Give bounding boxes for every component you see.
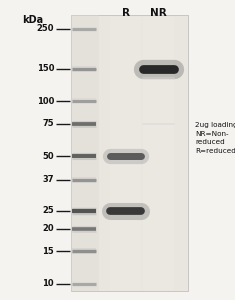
Text: 20: 20: [43, 224, 54, 233]
Text: 250: 250: [37, 24, 54, 33]
Text: 150: 150: [37, 64, 54, 74]
Text: 25: 25: [42, 206, 54, 215]
Text: 2ug loading
NR=Non-
reduced
R=reduced: 2ug loading NR=Non- reduced R=reduced: [195, 122, 235, 154]
Text: 37: 37: [43, 176, 54, 184]
FancyBboxPatch shape: [110, 16, 141, 290]
FancyBboxPatch shape: [70, 15, 188, 291]
Text: R: R: [122, 8, 130, 17]
Text: 10: 10: [43, 279, 54, 288]
FancyBboxPatch shape: [143, 16, 174, 290]
Text: 50: 50: [43, 152, 54, 160]
Text: kDa: kDa: [22, 15, 43, 25]
Text: 75: 75: [43, 119, 54, 128]
FancyBboxPatch shape: [70, 15, 99, 291]
Text: 100: 100: [37, 97, 54, 106]
Text: 15: 15: [42, 247, 54, 256]
Text: NR: NR: [150, 8, 167, 17]
